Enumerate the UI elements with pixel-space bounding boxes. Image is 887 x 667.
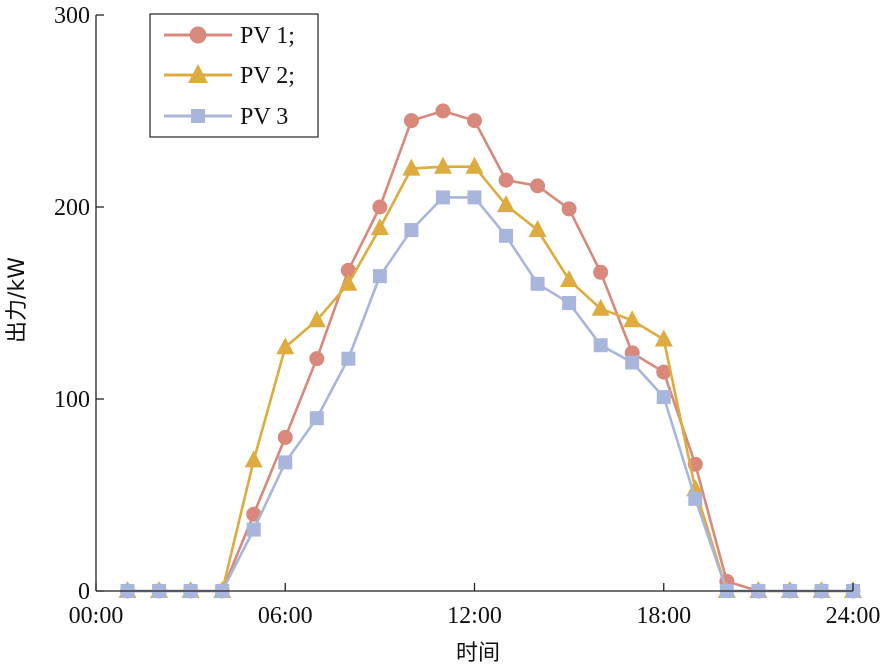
series-2 [118,156,862,598]
legend-marker-pv2 [188,64,208,83]
y-tick-label: 300 [54,3,90,29]
legend-entry-pv3: PV 3 [164,104,288,130]
data-point [246,522,261,537]
data-point [339,273,358,291]
data-point [656,390,671,405]
data-point [404,223,419,238]
data-point [656,364,672,380]
data-point [562,296,577,310]
data-point [309,351,325,367]
data-point [244,450,263,468]
data-point [465,156,484,174]
data-point [593,264,609,280]
legend-entry-pv2: PV 2; [164,63,295,89]
data-point [497,195,515,213]
data-point [530,276,545,291]
y-axis-title: 出力/kW [5,257,30,343]
legend-label-pv2: PV 2; [240,63,295,89]
series-3 [120,190,860,598]
data-point [688,491,703,506]
data-point [434,156,452,174]
legend-label-pv1: PV 1; [240,23,295,49]
data-point [560,270,579,287]
data-point [340,262,356,278]
data-point [467,190,482,205]
legend-entry-pv1: PV 1; [164,23,295,49]
y-tick-label: 100 [54,387,90,413]
x-tick-label: 06:00 [258,603,313,629]
data-point [402,158,421,176]
data-point [561,201,577,217]
data-point [372,269,387,284]
series-line [127,109,853,593]
data-point [435,190,450,205]
series-layer [118,103,862,599]
data-point [530,178,546,194]
legend: PV 1; PV 2; PV 3 [149,13,319,138]
legend-marker-pv3 [191,109,205,123]
data-point [593,338,608,353]
data-point [307,310,326,328]
x-axis-title: 时间 [456,641,500,666]
data-point [591,298,610,316]
data-point [246,506,262,522]
data-point [277,429,293,445]
y-tick-label: 0 [78,579,90,605]
data-point [403,113,419,129]
data-point [654,329,673,347]
data-point [370,218,389,236]
data-point [467,113,482,129]
series-line [127,165,853,593]
data-point [276,337,295,355]
x-tick-label: 24:00 [826,603,881,629]
data-point [499,228,514,243]
axes-layer: 0 100 200 300 00:00 06:00 12:00 18:00 24:00 [54,3,880,629]
x-tick-label: 12:00 [447,603,502,629]
x-tick-label: 00:00 [69,603,124,629]
data-point [625,355,640,370]
data-point [341,351,356,366]
y-tick-label: 200 [54,195,90,221]
data-point [309,411,324,426]
data-point [372,199,388,215]
data-point [278,455,293,470]
data-point [528,220,547,237]
legend-marker-pv1 [189,26,207,44]
data-point [623,310,642,328]
legend-label-pv3: PV 3 [240,104,288,130]
series-1 [120,103,861,599]
data-point [435,103,451,119]
x-tick-label: 18:00 [636,603,691,629]
data-point [498,172,514,188]
